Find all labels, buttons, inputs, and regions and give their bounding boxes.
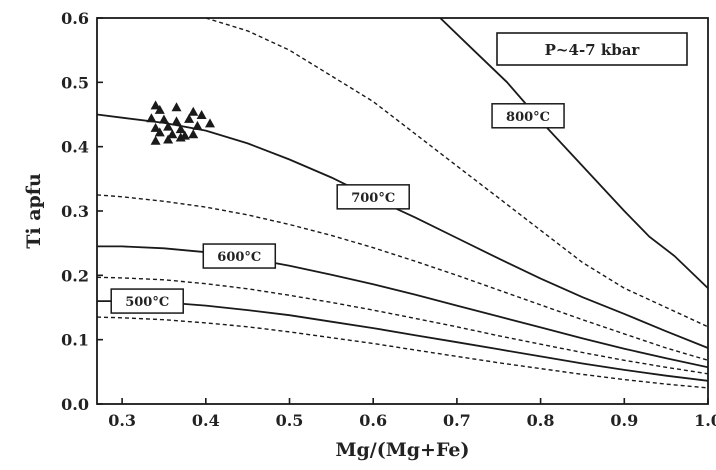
data-point-triangle xyxy=(154,104,165,114)
x-tick-label: 0.3 xyxy=(108,411,136,430)
data-point-triangle xyxy=(150,100,161,110)
data-point-triangle xyxy=(188,106,199,116)
curve-label: 500°C xyxy=(125,295,169,310)
y-axis-title: Ti apfu xyxy=(23,173,45,249)
data-point-triangle xyxy=(158,114,169,124)
series-line-0 xyxy=(439,18,708,289)
data-point-triangle xyxy=(171,116,182,126)
curve-label-box xyxy=(336,184,410,210)
curve-label: 600°C xyxy=(217,250,261,265)
pressure-box xyxy=(496,32,688,66)
y-tick-label: 0.0 xyxy=(61,395,89,414)
curve-label: 800°C xyxy=(506,110,550,125)
x-tick-label: 0.9 xyxy=(610,411,638,430)
data-point-triangle xyxy=(188,129,199,139)
data-point-triangle xyxy=(163,134,174,144)
data-point-triangle xyxy=(146,113,157,123)
x-tick-label: 0.5 xyxy=(276,411,304,430)
x-axis-title: Mg/(Mg+Fe) xyxy=(335,439,469,461)
series-line-4 xyxy=(97,245,708,369)
data-point-triangle xyxy=(204,118,215,128)
data-point-triangle xyxy=(154,127,165,137)
data-point-triangle xyxy=(175,124,186,134)
x-tick-label: 1.0 xyxy=(694,411,716,430)
x-tick-label: 0.4 xyxy=(192,411,220,430)
data-point-triangle xyxy=(171,102,182,112)
series-line-3 xyxy=(97,194,708,361)
curve-label-box xyxy=(110,288,184,314)
x-tick-label: 0.8 xyxy=(527,411,555,430)
data-point-triangle xyxy=(192,120,203,130)
curve-label-box xyxy=(202,243,277,269)
data-point-triangle xyxy=(196,110,207,119)
y-tick-label: 0.4 xyxy=(61,138,89,157)
data-point-triangle xyxy=(163,121,174,131)
data-point-triangle xyxy=(150,122,161,132)
y-tick-label: 0.1 xyxy=(61,331,89,350)
series-line-7 xyxy=(97,316,708,389)
series-line-6 xyxy=(97,300,708,382)
curve-label-box xyxy=(491,103,565,129)
y-tick-label: 0.2 xyxy=(61,266,89,285)
pressure-label: P~4-7 kbar xyxy=(545,41,641,59)
series-line-2 xyxy=(97,113,708,349)
curve-label: 700°C xyxy=(351,191,395,206)
data-point-triangle xyxy=(184,113,195,123)
series-line-5 xyxy=(97,276,708,375)
data-point-triangle xyxy=(175,132,186,142)
data-point-triangle xyxy=(150,135,161,145)
x-tick-label: 0.7 xyxy=(443,411,471,430)
x-tick-label: 0.6 xyxy=(359,411,387,430)
data-point-triangle xyxy=(167,129,178,139)
y-tick-label: 0.3 xyxy=(61,202,89,221)
y-tick-label: 0.6 xyxy=(61,9,89,28)
y-tick-label: 0.5 xyxy=(61,73,89,92)
